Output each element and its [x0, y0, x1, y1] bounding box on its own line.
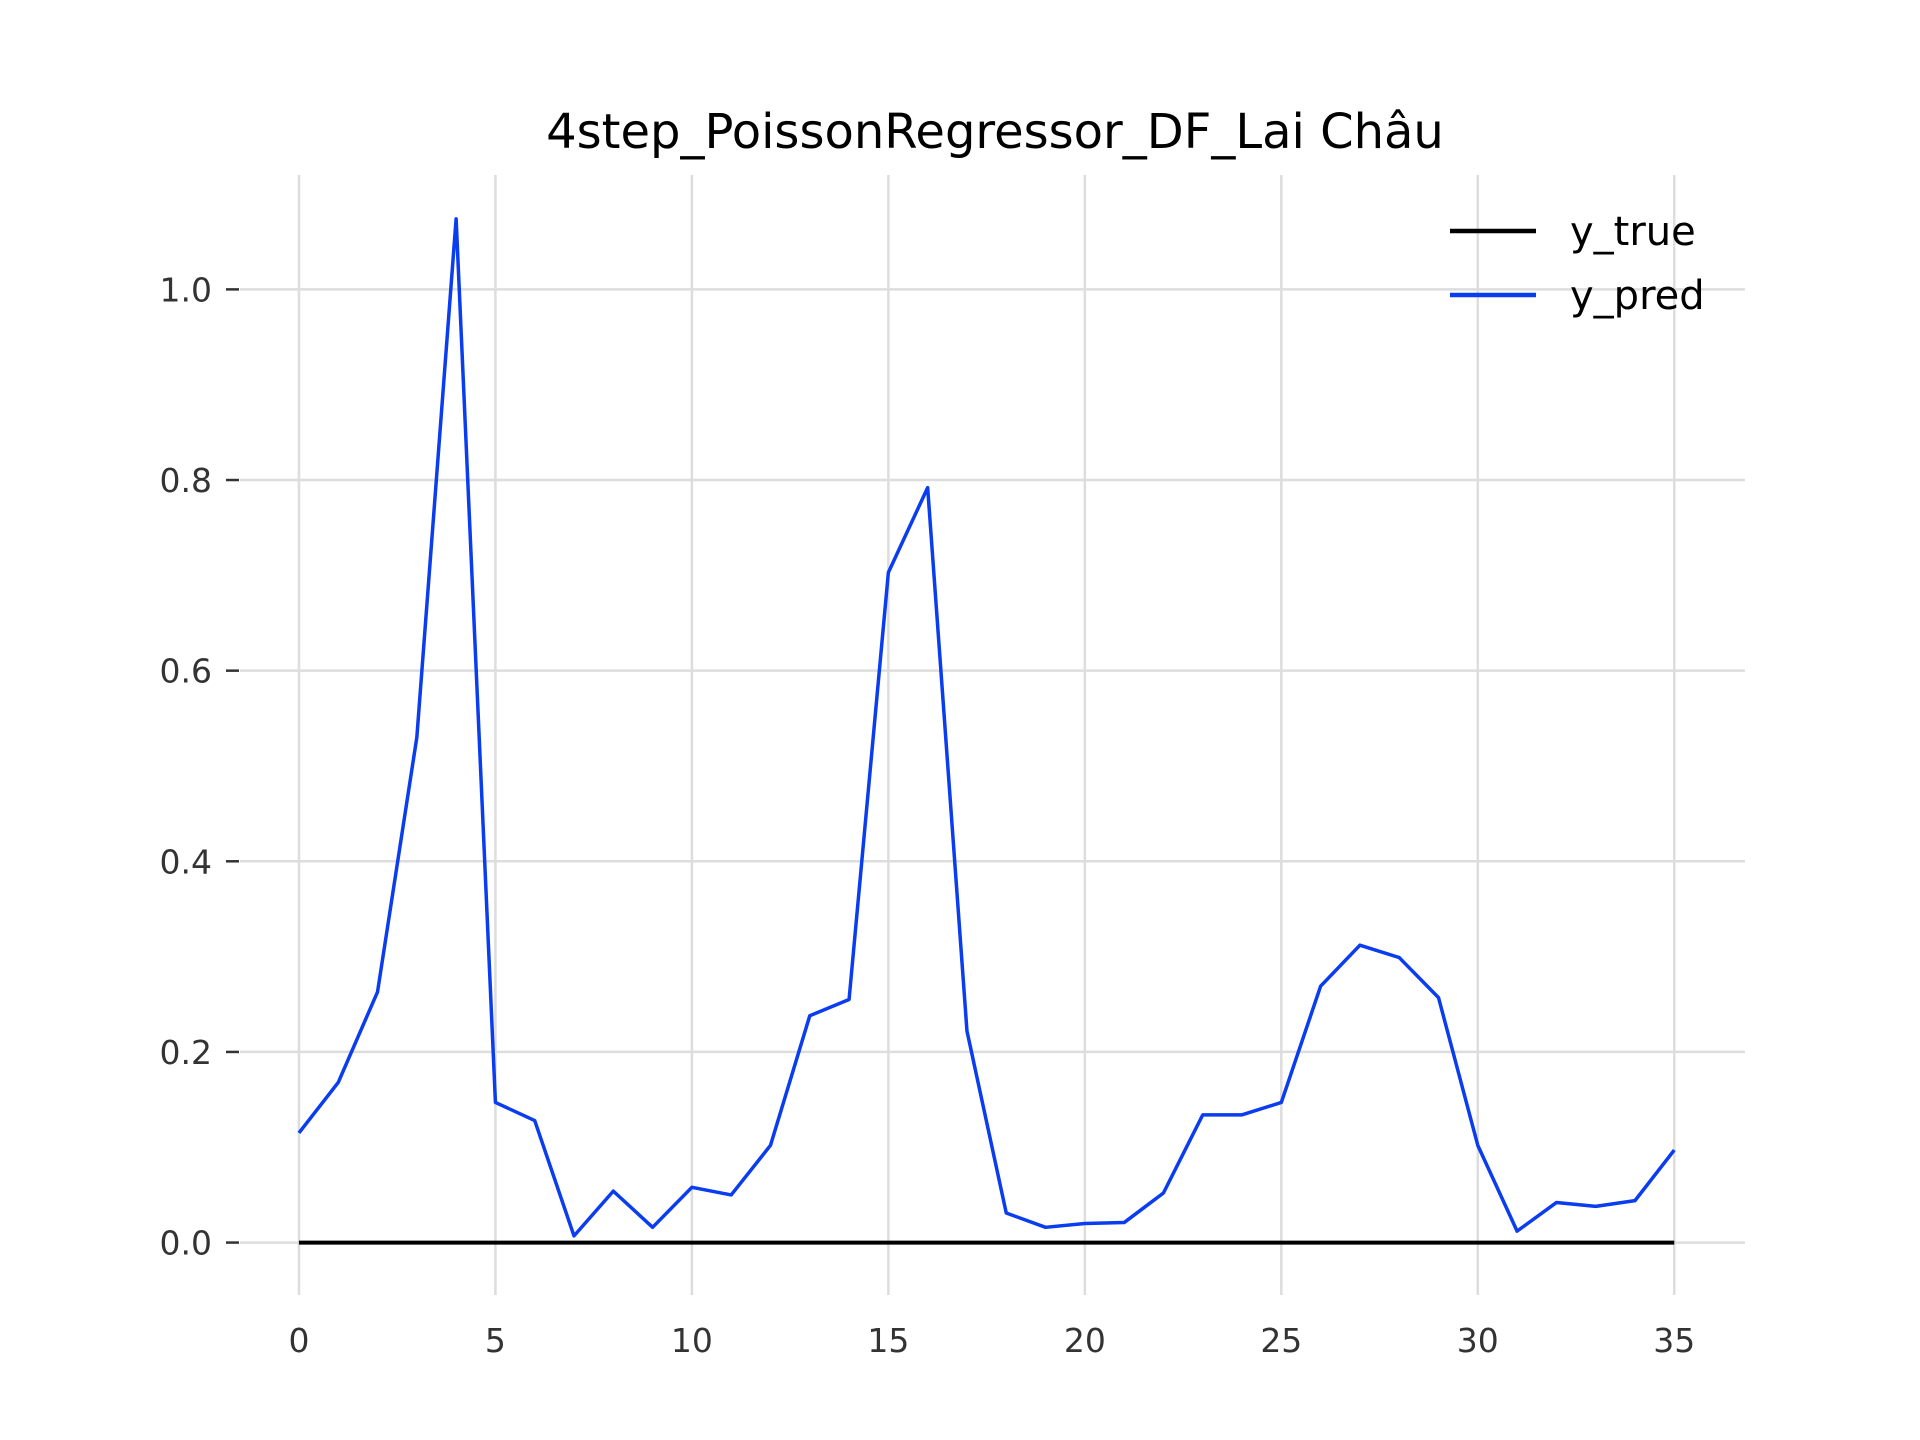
x-tick-label: 10 — [671, 1321, 713, 1360]
x-tick-label: 25 — [1260, 1321, 1302, 1360]
x-tick-label: 20 — [1064, 1321, 1106, 1360]
x-tick-label: 5 — [485, 1321, 506, 1360]
axis-ticks: 0 5 10 15 20 25 30 35 0.0 0.2 0.4 0.6 0.8 1.0 — [160, 270, 1696, 1360]
x-tick-label: 35 — [1653, 1321, 1695, 1360]
legend-label-y-true: y_true — [1570, 209, 1696, 255]
series-lines — [297, 217, 1676, 1245]
x-tick-label: 15 — [867, 1321, 909, 1360]
grid — [240, 175, 1745, 1295]
y-tick-label: 1.0 — [160, 270, 212, 309]
series-line-y-pred — [297, 217, 1676, 1238]
y-tick-label: 0.0 — [160, 1224, 212, 1263]
y-tick-label: 0.4 — [160, 842, 212, 881]
legend: y_true y_pred — [1450, 209, 1705, 319]
y-tick-label: 0.2 — [160, 1033, 212, 1072]
y-tick-label: 0.6 — [160, 652, 212, 691]
legend-label-y-pred: y_pred — [1570, 273, 1705, 319]
x-tick-label: 30 — [1457, 1321, 1499, 1360]
chart-title: 4step_PoissonRegressor_DF_Lai Châu — [546, 104, 1444, 160]
y-tick-label: 0.8 — [160, 461, 212, 500]
x-tick-label: 0 — [288, 1321, 309, 1360]
